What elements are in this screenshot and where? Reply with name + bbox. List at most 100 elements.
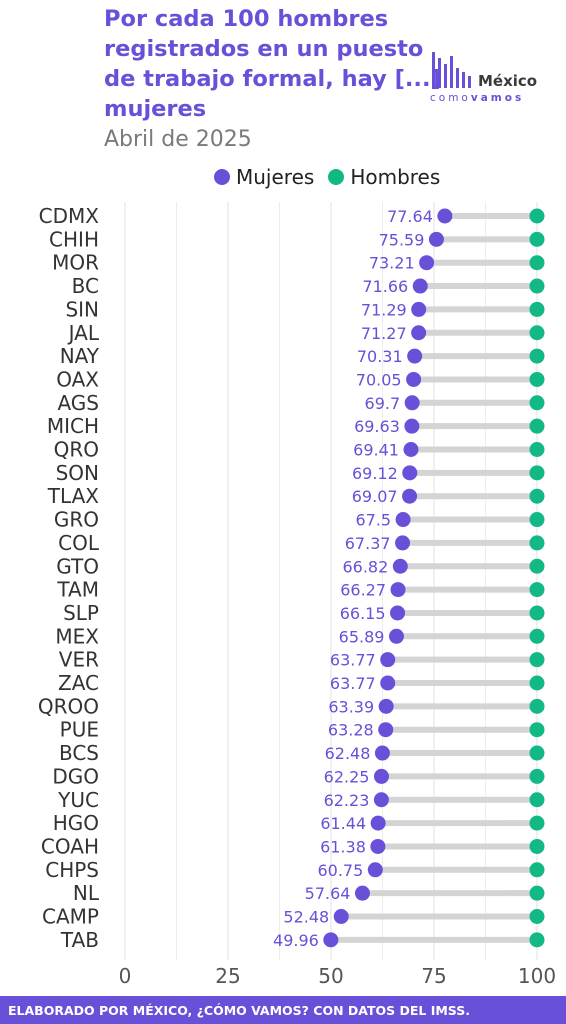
mujeres-point [390,605,406,621]
mujeres-point [390,582,406,598]
hombres-point [529,862,545,878]
mujeres-value-label: 71.27 [361,324,407,343]
hombres-point [529,371,545,387]
mujeres-point [380,652,396,668]
x-tick-label: 100 [518,964,556,988]
legend-label-hombres: Hombres [350,165,441,189]
logo-tagline-vamos: vamos [470,92,525,104]
mujeres-point [402,488,418,504]
hombres-point [529,418,545,434]
category-label: QRO [54,438,99,462]
mujeres-value-label: 67.5 [355,511,391,530]
hombres-point [529,722,545,738]
hombres-point [529,325,545,341]
hombres-point [529,278,545,294]
mujeres-point [354,885,370,901]
mujeres-value-label: 69.7 [365,394,401,413]
hombres-point [529,652,545,668]
mujeres-value-label: 63.77 [330,651,376,670]
mujeres-value-label: 60.75 [317,861,363,880]
category-label: ZAC [58,671,99,695]
mujeres-value-label: 57.64 [305,884,351,903]
mujeres-value-label: 62.25 [324,767,370,786]
logo-tagline: comovamos [430,92,524,104]
hombres-point [529,255,545,271]
hombres-point [529,558,545,574]
x-tick-label: 50 [318,964,343,988]
mujeres-point [419,255,435,271]
mujeres-value-label: 62.48 [325,744,371,763]
hombres-point [529,395,545,411]
mujeres-value-label: 52.48 [283,908,329,927]
hombres-point [529,628,545,644]
legend-dot-hombres [328,169,345,185]
mujeres-value-label: 63.28 [328,721,374,740]
hombres-point [529,465,545,481]
mujeres-value-label: 73.21 [369,254,415,273]
hombres-point [529,768,545,784]
mujeres-value-label: 66.15 [340,604,386,623]
mujeres-point [373,792,389,808]
category-label: TAB [60,928,99,952]
category-label: CHPS [45,858,99,882]
mujeres-point [407,348,423,364]
legend-label-mujeres: Mujeres [236,165,315,189]
hombres-point [529,909,545,924]
mujeres-value-label: 63.39 [328,697,374,716]
category-label: NL [73,881,100,905]
hombres-point [529,792,545,808]
mujeres-point [402,465,418,481]
mujeres-point [406,371,422,387]
mujeres-value-label: 61.44 [320,814,366,833]
mujeres-point [411,325,427,341]
mujeres-value-label: 66.82 [342,557,388,576]
category-label: AGS [57,391,99,415]
mujeres-value-label: 49.96 [273,931,319,950]
category-label: BC [72,274,99,298]
category-label: JAL [67,321,100,345]
mujeres-point [428,231,444,247]
hombres-point [529,512,545,528]
mujeres-point [380,675,396,691]
hombres-point [529,535,545,551]
mujeres-value-label: 69.12 [352,464,398,483]
category-label: CDMX [39,204,100,228]
hombres-point [529,698,545,714]
mujeres-point [370,815,386,831]
mujeres-point [392,558,408,574]
mujeres-point [378,698,394,714]
category-label: TLAX [47,484,100,508]
category-label: MICH [47,414,99,438]
hombres-point [529,745,545,761]
mujeres-point [323,932,339,948]
mujeres-point [395,535,411,551]
mujeres-point [404,418,420,434]
category-label: CHIH [49,227,99,251]
mujeres-value-label: 67.37 [345,534,391,553]
logo-name: México [478,72,538,90]
category-label: YUC [57,788,99,812]
category-label: MOR [52,251,99,275]
mujeres-point [333,909,349,924]
category-label: GTO [56,554,99,578]
hombres-point [529,488,545,504]
category-label: NAY [60,344,100,368]
mujeres-value-label: 63.77 [330,674,376,693]
category-label: PUE [60,718,99,742]
mujeres-point [370,838,386,854]
category-label: OAX [56,367,99,391]
mujeres-point [403,442,419,457]
footer-credit: ELABORADO POR MÉXICO, ¿CÓMO VAMOS? CON D… [0,996,566,1024]
category-label: SLP [63,601,99,625]
category-label: TAM [56,578,99,602]
hombres-point [529,838,545,854]
category-label: GRO [54,508,99,532]
mujeres-point [388,628,404,644]
category-label: HGO [53,811,99,835]
hombres-point [529,301,545,317]
mujeres-point [367,862,383,878]
mujeres-value-label: 75.59 [379,230,425,249]
hombres-point [529,582,545,598]
mujeres-point [412,278,428,294]
category-label: VER [59,648,99,672]
